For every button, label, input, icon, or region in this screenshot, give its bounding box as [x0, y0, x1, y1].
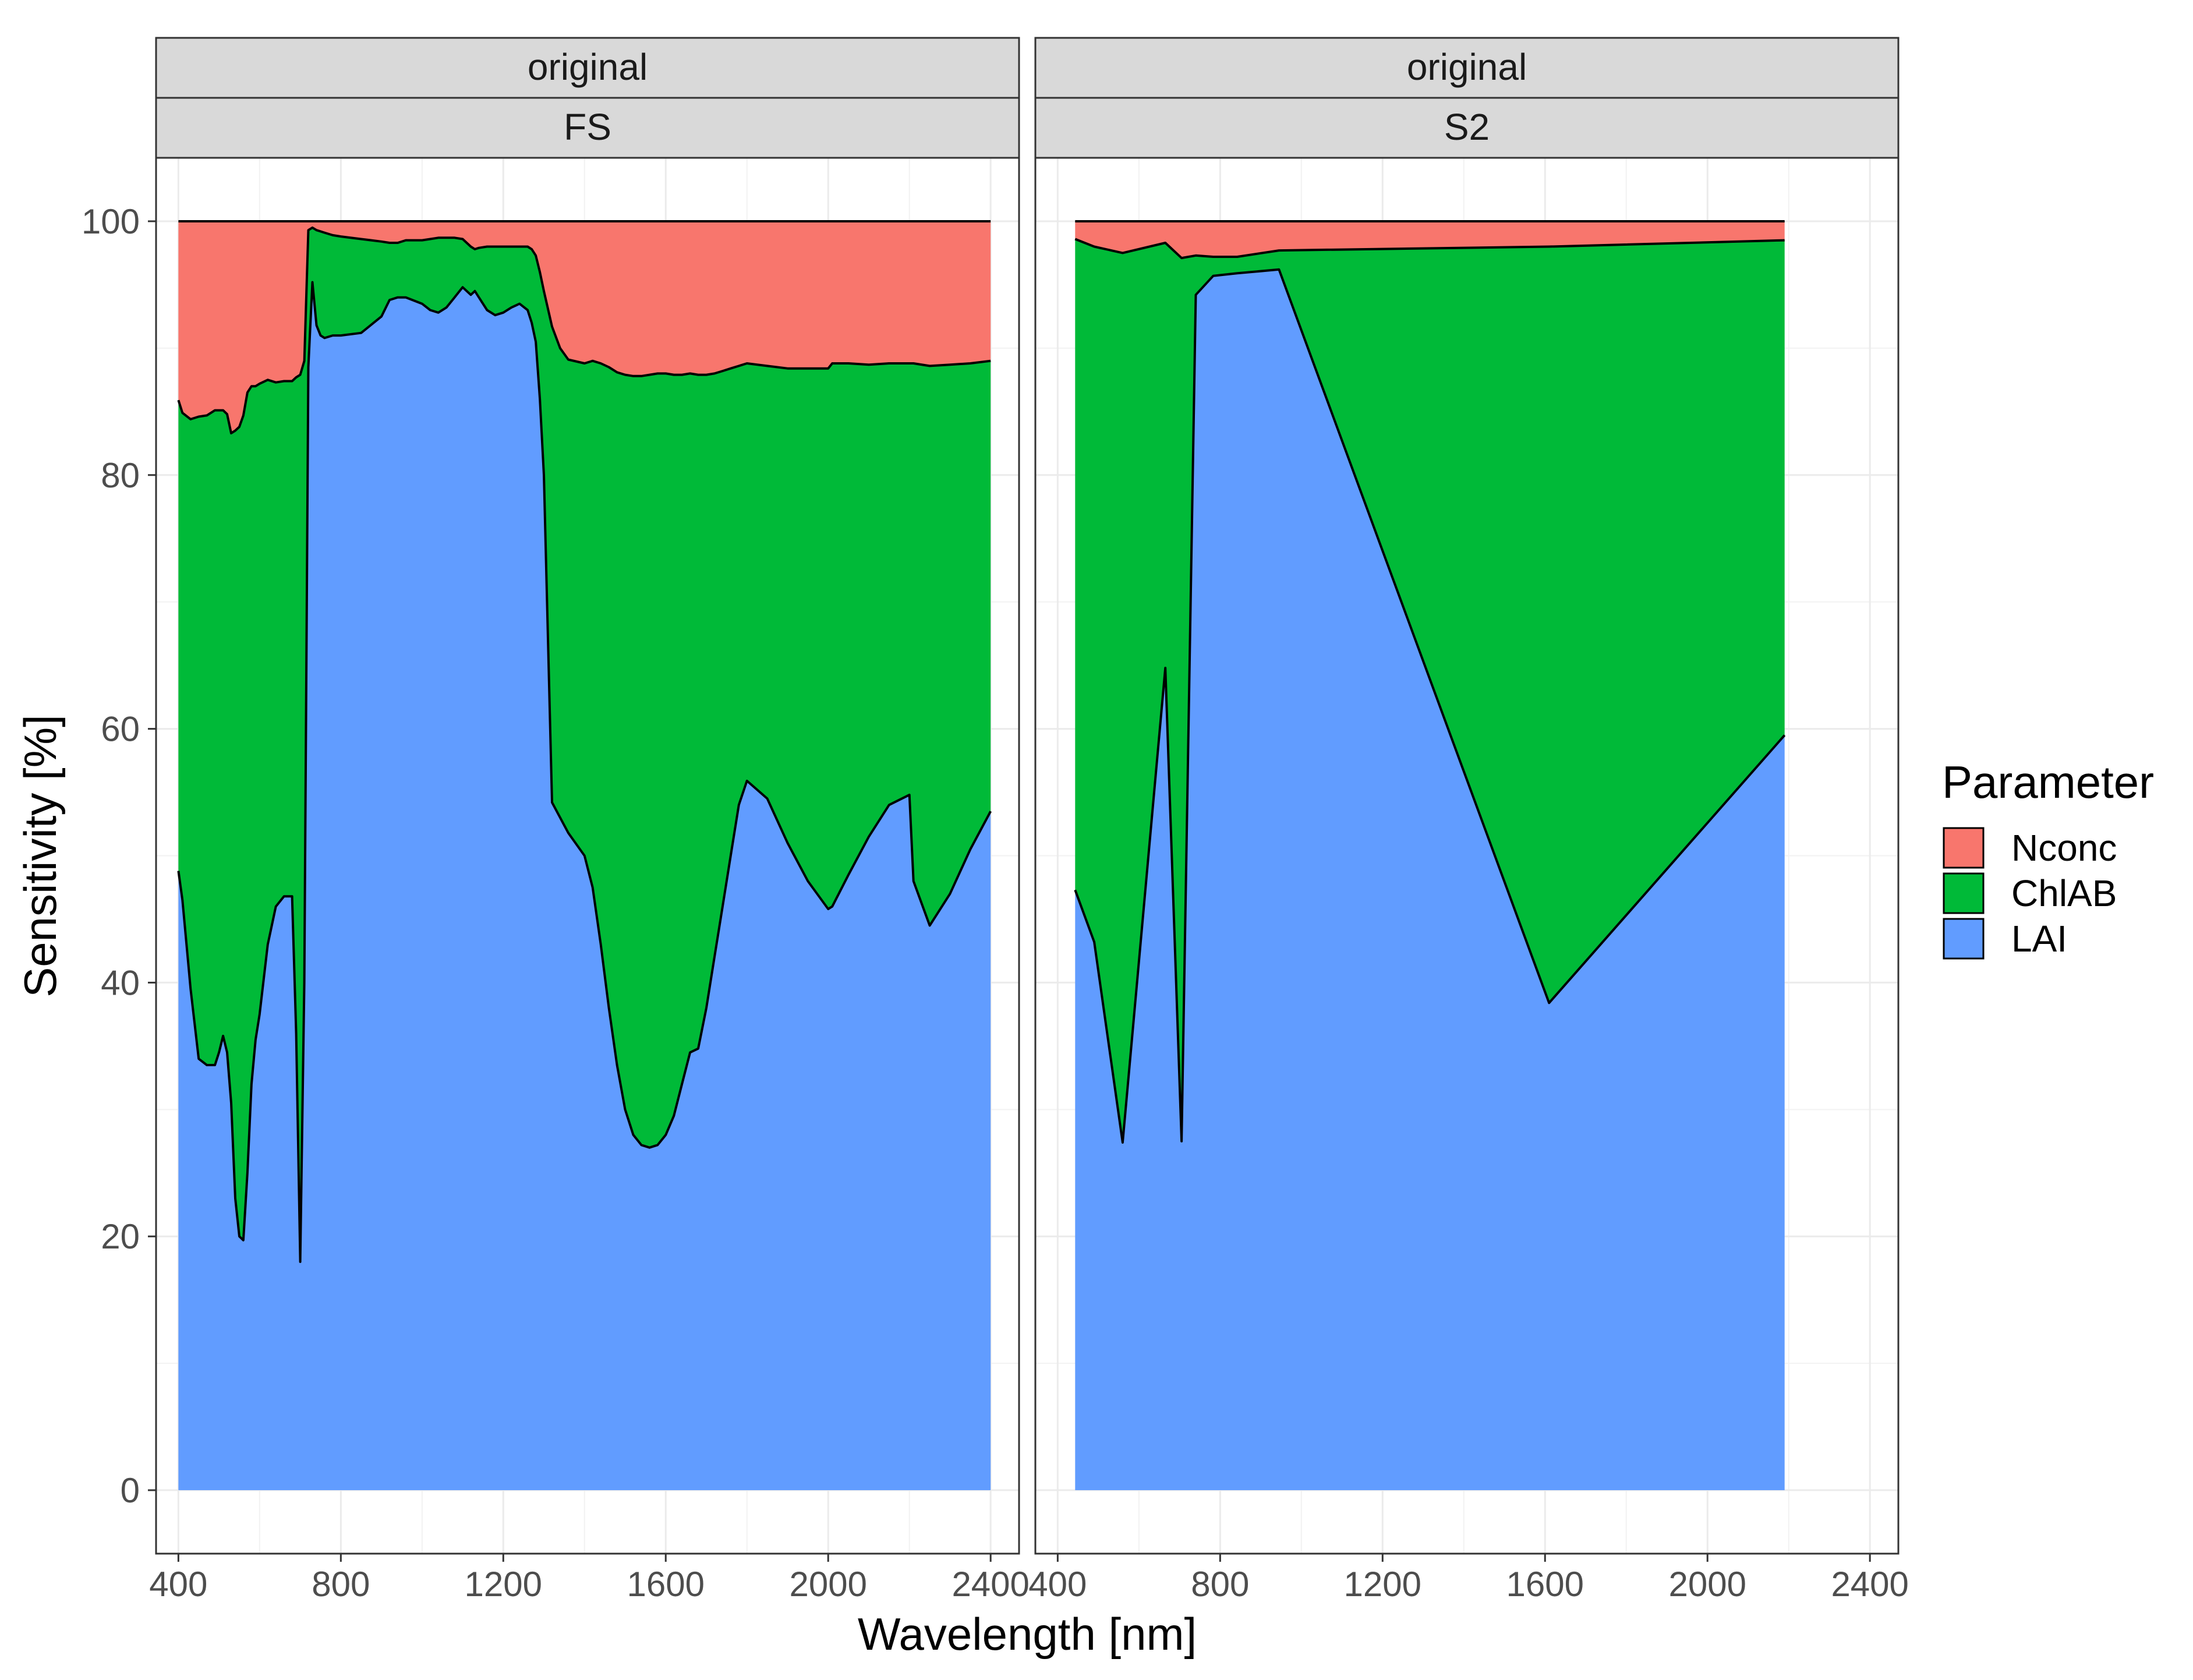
x-axis-label: Wavelength [nm]	[858, 1608, 1197, 1660]
x-tick-label: 400	[149, 1565, 207, 1604]
x-tick-label: 2000	[1668, 1565, 1746, 1604]
x-tick-label: 400	[1028, 1565, 1087, 1604]
y-axis-label: Sensitivity [%]	[15, 715, 66, 997]
strip-top-fs	[155, 37, 1020, 99]
strip-bottom-fs	[155, 97, 1020, 159]
y-axis-ticks: 0 20 40 60 80 100	[82, 202, 156, 1510]
areas-fs	[177, 220, 992, 1490]
strip-label-bottom-s2: S2	[1444, 106, 1490, 148]
area-lai	[178, 282, 991, 1490]
x-tick-label: 1200	[465, 1565, 542, 1604]
legend-swatch-lai	[1943, 918, 1985, 960]
panel-s2: original S2 400 800 1200 1600 2000 2400	[1028, 37, 1909, 1604]
legend-label-chlab: ChlAB	[2011, 872, 2117, 914]
strip-top-s2	[1034, 37, 1900, 99]
outline-chlab	[1074, 238, 1785, 260]
y-tick-label: 0	[121, 1471, 140, 1510]
panel-border-s2	[1034, 157, 1900, 1555]
legend-swatch-chlab	[1943, 872, 1985, 914]
outline-lai	[177, 281, 992, 1263]
y-tick-label: 40	[101, 963, 140, 1002]
y-tick-label: 100	[82, 202, 140, 241]
legend-label-lai: LAI	[2011, 918, 2067, 960]
areas-s2	[1074, 220, 1786, 1490]
outline-lai	[1074, 268, 1786, 1144]
strip-bottom-s2	[1034, 97, 1900, 159]
strip-label-top-s2: original	[1407, 46, 1527, 88]
x-ticks-s2: 400 800 1200 1600 2000 2400	[1028, 1554, 1909, 1604]
y-tick-label: 20	[101, 1217, 140, 1256]
panel-fs: original FS 400 800 1200 1600 2000 2400	[149, 37, 1030, 1604]
area-nconc	[1075, 221, 1785, 259]
x-tick-label: 1600	[627, 1565, 705, 1604]
x-tick-label: 2400	[952, 1565, 1029, 1604]
outline-chlab	[177, 226, 991, 434]
x-ticks-fs: 400 800 1200 1600 2000 2400	[149, 1554, 1030, 1604]
area-lai	[1075, 269, 1785, 1490]
y-tick-label: 80	[101, 456, 140, 495]
panel-border-fs	[155, 157, 1020, 1555]
strip-label-top-fs: original	[528, 46, 648, 88]
area-chlab	[1075, 239, 1785, 1143]
strip-label-bottom-fs: FS	[564, 106, 611, 148]
x-tick-label: 800	[312, 1565, 370, 1604]
legend-swatch-nconc	[1943, 827, 1985, 869]
legend-label-nconc: Nconc	[2011, 827, 2117, 869]
area-chlab	[178, 227, 991, 1262]
x-tick-label: 2000	[789, 1565, 866, 1604]
y-tick-label: 60	[101, 710, 140, 749]
area-nconc	[178, 221, 991, 433]
x-tick-label: 1200	[1344, 1565, 1421, 1604]
x-tick-label: 2400	[1831, 1565, 1908, 1604]
legend-title: Parameter	[1942, 756, 2154, 808]
x-tick-label: 1600	[1506, 1565, 1584, 1604]
x-tick-label: 800	[1191, 1565, 1249, 1604]
